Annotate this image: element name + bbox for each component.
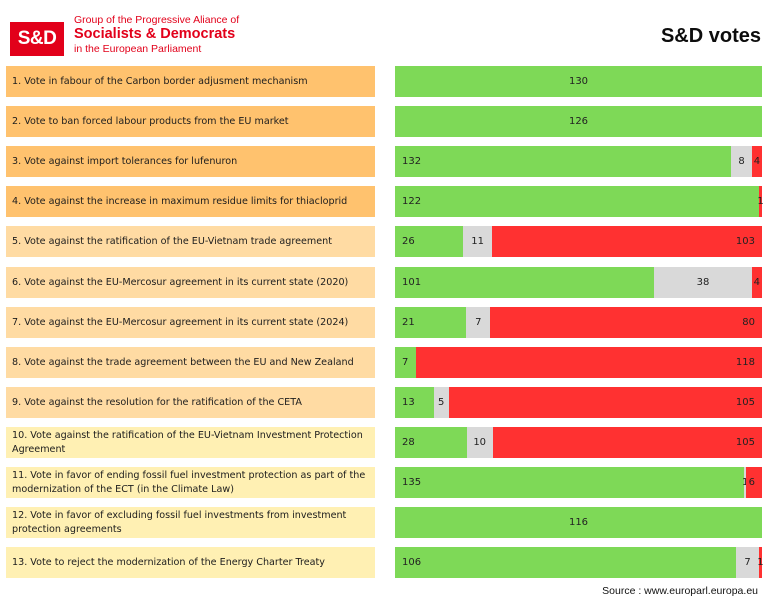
bar-in-favour: 122: [395, 186, 760, 217]
vote-label: 5. Vote against the ratification of the …: [6, 226, 375, 257]
vote-label: 4. Vote against the increase in maximum …: [6, 186, 375, 217]
bar-in-favour: 132: [395, 146, 732, 177]
bar-against: 4: [751, 146, 762, 177]
vote-label: 2. Vote to ban forced labour products fr…: [6, 106, 375, 137]
bar-in-favour: 21: [395, 307, 467, 338]
bar-in-favour: 13: [395, 387, 434, 418]
bar-in-favour: 135: [395, 467, 744, 498]
bar-against: 4: [751, 267, 762, 298]
bar-abstain: 7: [466, 307, 491, 338]
bar-against: 118: [415, 347, 762, 378]
group-name-line2: Socialists & Democrats: [74, 26, 236, 42]
vote-label: 3. Vote against import tolerances for lu…: [6, 146, 375, 177]
bar-in-favour: 116: [395, 507, 762, 538]
bar-in-favour: 106: [395, 547, 737, 578]
group-name: Group of the Progressive Aliance of Soci…: [74, 14, 239, 55]
group-name-line1: Group of the Progressive Aliance of: [74, 14, 240, 26]
bar-in-favour: 126: [395, 106, 762, 137]
bar-abstain: 11: [463, 226, 492, 257]
bar-against: 1: [757, 186, 764, 217]
bar-abstain: 8: [731, 146, 752, 177]
bar-against: 1: [757, 547, 764, 578]
vote-label: 13. Vote to reject the modernization of …: [6, 547, 375, 578]
bar-in-favour: 26: [395, 226, 464, 257]
bar-in-favour: 28: [395, 427, 467, 458]
bar-against: 6: [746, 467, 762, 498]
chart-title: S&D votes: [660, 25, 761, 47]
bar-against: 105: [492, 427, 762, 458]
bar-in-favour: 130: [395, 66, 762, 97]
sd-logo: S&D: [10, 22, 64, 56]
bar-abstain: 10: [466, 427, 493, 458]
vote-label: 10. Vote against the ratification of the…: [6, 427, 375, 458]
vote-label: 1. Vote in fabour of the Carbon border a…: [6, 66, 375, 97]
bar-abstain: 7: [736, 547, 759, 578]
source-note: Source : www.europarl.europa.eu: [602, 585, 758, 597]
header: S&D Group of the Progressive Aliance of …: [0, 0, 772, 62]
vote-label: 8. Vote against the trade agreement betw…: [6, 347, 375, 378]
vote-label: 11. Vote in favor of ending fossil fuel …: [6, 467, 375, 498]
bar-against: 103: [491, 226, 762, 257]
bar-against: 105: [448, 387, 762, 418]
logo-text: S&D: [17, 28, 57, 49]
bar-abstain: 38: [654, 267, 752, 298]
bar-abstain: 5: [433, 387, 449, 418]
bar-abstain: 1: [742, 467, 748, 498]
vote-label: 12. Vote in favor of excluding fossil fu…: [6, 507, 375, 538]
bar-against: 80: [490, 307, 762, 338]
bar-in-favour: 101: [395, 267, 655, 298]
vote-label: 9. Vote against the resolution for the r…: [6, 387, 375, 418]
vote-label: 6. Vote against the EU-Mercosur agreemen…: [6, 267, 375, 298]
vote-label: 7. Vote against the EU-Mercosur agreemen…: [6, 307, 375, 338]
group-name-line3: in the European Parliament: [74, 43, 202, 55]
bar-in-favour: 7: [395, 347, 416, 378]
